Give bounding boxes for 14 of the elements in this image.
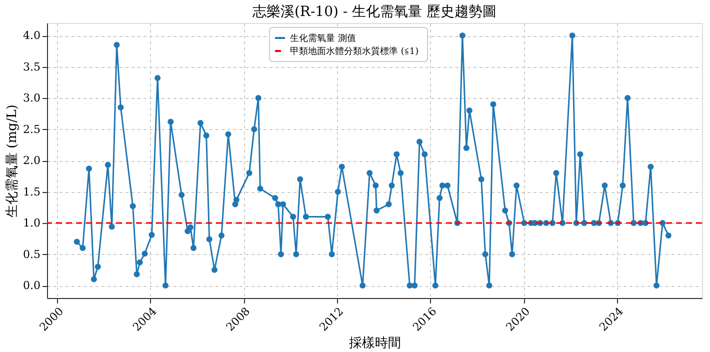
y-tick-label: 3.5 [23,60,40,74]
y-tick-label: 4.0 [23,29,40,42]
y-tick-label: 2.0 [23,154,40,167]
chart-title: 志樂溪(R-10) - 生化需氧量 歷史趨勢圖 [252,4,497,20]
y-tick-label: 3.0 [23,92,40,104]
y-tick-label: 1.5 [23,185,40,198]
y-axis-title: 生化需氧量 (mg/L) [5,104,20,218]
y-tick-label: 2.5 [23,122,40,136]
legend-label: 甲類地面水體分類水質標準 (≦1) [290,46,419,57]
x-axis-title: 採樣時間 [349,336,401,352]
y-tick-label: 0.5 [23,248,40,261]
legend-label: 生化需氧量 測值 [290,33,356,44]
y-tick-label: 1.0 [23,216,40,230]
y-tick-label: 0.0 [23,279,40,292]
